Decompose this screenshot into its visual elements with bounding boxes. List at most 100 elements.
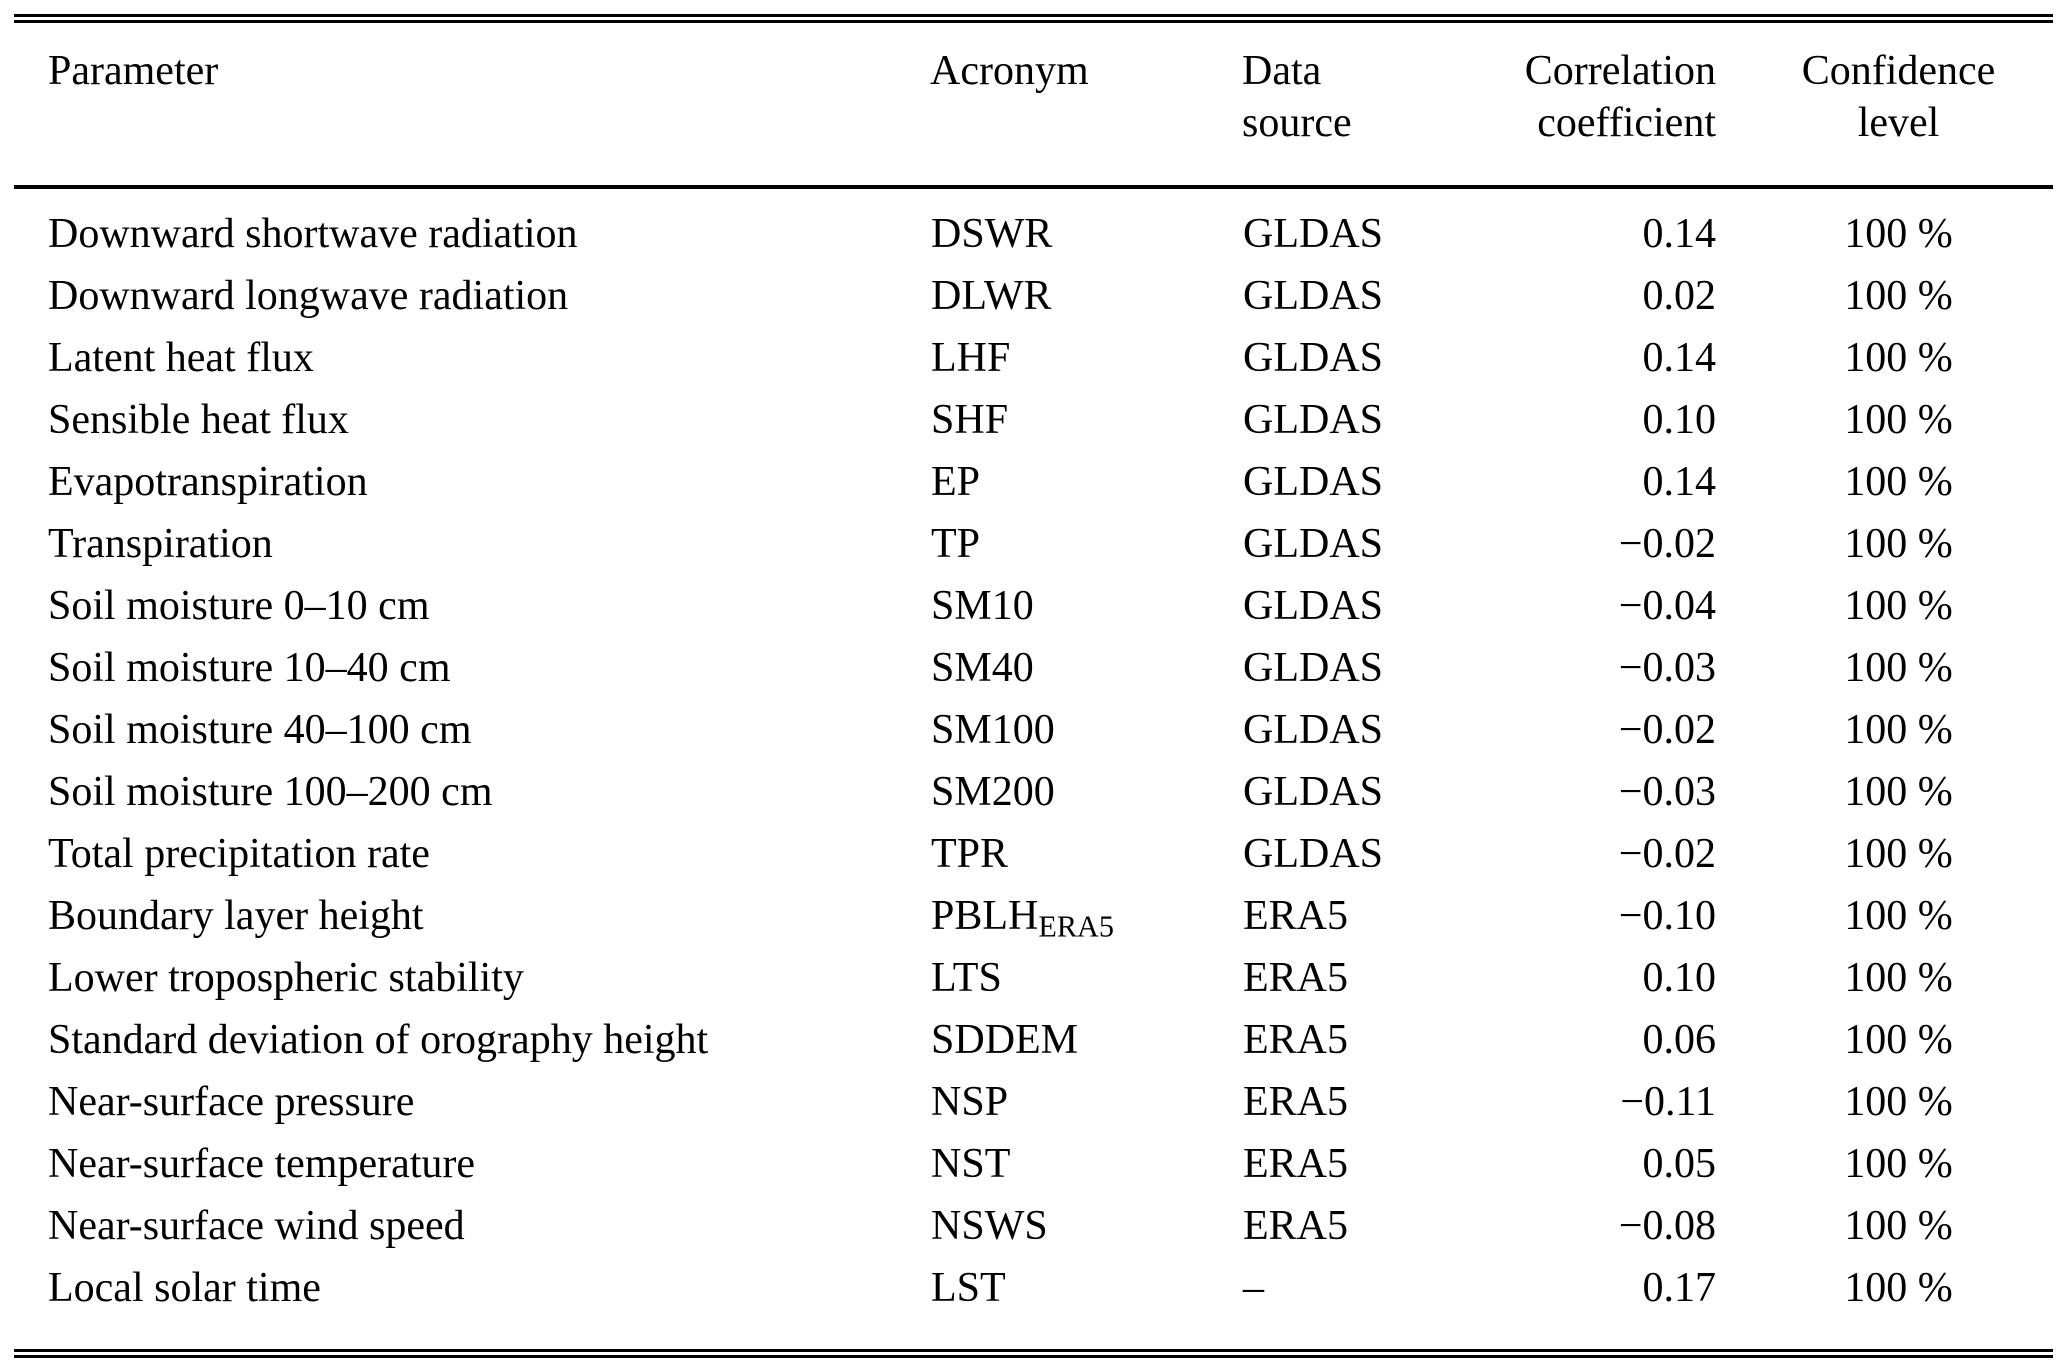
header-acronym-line1: Acronym: [930, 48, 1089, 94]
acronym-cell: EP: [930, 451, 1242, 513]
confidence-cell: 100 %: [1844, 645, 1953, 691]
confidence-cell: 100 %: [1844, 273, 1953, 319]
table-row: Downward shortwave radiation DSWR GLDAS 0.1…: [14, 187, 2053, 265]
correlation-cell: 0.14: [1642, 211, 1717, 257]
parameter-cell: Latent heat flux: [48, 335, 314, 381]
acronym-text: TP: [931, 521, 981, 567]
parameter-cell: Evapotranspiration: [48, 459, 368, 505]
acronym-text: SM40: [931, 645, 1034, 691]
correlation-cell: 0.17: [1642, 1265, 1717, 1311]
table-row: Latent heat flux LHF GLDAS 0.14 100 %: [14, 327, 2053, 389]
parameter-cell: Soil moisture 0–10 cm: [48, 583, 430, 629]
correlation-cell: 0.02: [1642, 273, 1717, 319]
parameter-cell: Sensible heat flux: [48, 397, 349, 443]
parameter-cell: Soil moisture 10–40 cm: [48, 645, 451, 691]
parameter-cell: Downward longwave radiation: [48, 273, 569, 319]
data-source-cell: –: [1243, 1265, 1264, 1311]
confidence-cell: 100 %: [1844, 893, 1953, 939]
table-row: Soil moisture 40–100 cm SM100 GLDAS −0.02 10…: [14, 699, 2053, 761]
acronym-subscript: ERA5: [1038, 909, 1114, 944]
table-row: Soil moisture 10–40 cm SM40 GLDAS −0.03 100 …: [14, 637, 2053, 699]
correlation-cell: −0.03: [1618, 769, 1716, 815]
acronym-text: LTS: [931, 955, 1002, 1001]
correlation-cell: 0.14: [1642, 335, 1717, 381]
confidence-cell: 100 %: [1844, 1079, 1953, 1125]
parameter-cell: Soil moisture 40–100 cm: [48, 707, 472, 753]
confidence-cell: 100 %: [1844, 211, 1953, 257]
correlation-cell: 0.14: [1642, 459, 1717, 505]
correlation-cell: −0.02: [1618, 831, 1716, 877]
table-row: Boundary layer height PBLHERA5 ERA5 −0.10 10…: [14, 885, 2053, 947]
acronym-cell: NSP: [930, 1071, 1242, 1133]
table-row: Standard deviation of orography height SD…: [14, 1009, 2053, 1071]
acronym-text: DSWR: [931, 211, 1053, 257]
table-header: Parameter Acronym Data source Correlation…: [14, 18, 2053, 189]
confidence-cell: 100 %: [1844, 459, 1953, 505]
table-row: Total precipitation rate TPR GLDAS −0.02 100…: [14, 823, 2053, 885]
acronym-text: NST: [931, 1141, 1011, 1187]
table-row: Near-surface temperature NST ERA5 0.05 100 %: [14, 1133, 2053, 1195]
correlation-cell: −0.10: [1618, 893, 1716, 939]
header-data-source-line1: Data: [1242, 48, 1322, 94]
acronym-cell: SDDEM: [930, 1009, 1242, 1071]
header-correlation-coefficient: Correlation coefficient: [1476, 18, 1744, 189]
correlation-cell: −0.02: [1618, 521, 1716, 567]
data-source-cell: GLDAS: [1243, 335, 1384, 381]
acronym-cell: DLWR: [930, 265, 1242, 327]
header-correlation-line2: coefficient: [1537, 100, 1716, 146]
confidence-cell: 100 %: [1844, 707, 1953, 753]
parameter-cell: Near-surface wind speed: [48, 1203, 465, 1249]
table-row: Soil moisture 0–10 cm SM10 GLDAS −0.04 100 %: [14, 575, 2053, 637]
acronym-cell: LTS: [930, 947, 1242, 1009]
parameter-cell: Transpiration: [48, 521, 273, 567]
acronym-text: NSP: [931, 1079, 1009, 1125]
correlation-table: Parameter Acronym Data source Correlation…: [14, 14, 2053, 1358]
data-source-cell: ERA5: [1243, 1079, 1348, 1125]
correlation-cell: −0.11: [1620, 1079, 1716, 1125]
acronym-text: SM200: [931, 769, 1055, 815]
table-row: Transpiration TP GLDAS −0.02 100 %: [14, 513, 2053, 575]
acronym-cell: SM100: [930, 699, 1242, 761]
correlation-cell: −0.08: [1618, 1203, 1716, 1249]
header-correlation-line1: Correlation: [1524, 48, 1716, 94]
table-row: Near-surface wind speed NSWS ERA5 −0.08 100 …: [14, 1195, 2053, 1257]
acronym-cell: SM200: [930, 761, 1242, 823]
correlation-cell: −0.02: [1618, 707, 1716, 753]
header-confidence-line2: level: [1857, 100, 1940, 146]
data-source-cell: ERA5: [1243, 893, 1348, 939]
data-source-cell: GLDAS: [1243, 831, 1384, 877]
confidence-cell: 100 %: [1844, 583, 1953, 629]
acronym-cell: NSWS: [930, 1195, 1242, 1257]
correlation-cell: 0.10: [1642, 397, 1717, 443]
header-data-source-line2: source: [1242, 100, 1352, 146]
data-source-cell: GLDAS: [1243, 645, 1384, 691]
acronym-cell: DSWR: [930, 187, 1242, 265]
data-source-cell: GLDAS: [1243, 769, 1384, 815]
confidence-cell: 100 %: [1844, 1265, 1953, 1311]
acronym-text: PBLH: [931, 893, 1039, 939]
table-row: Near-surface pressure NSP ERA5 −0.11 100 %: [14, 1071, 2053, 1133]
header-parameter-line1: Parameter: [48, 48, 219, 94]
table-row: Sensible heat flux SHF GLDAS 0.10 100 %: [14, 389, 2053, 451]
data-source-cell: GLDAS: [1243, 211, 1384, 257]
acronym-cell: LHF: [930, 327, 1242, 389]
header-acronym: Acronym: [930, 18, 1242, 189]
data-source-cell: ERA5: [1243, 1141, 1348, 1187]
acronym-text: NSWS: [931, 1203, 1048, 1249]
acronym-text: SM100: [931, 707, 1055, 753]
data-source-cell: GLDAS: [1243, 459, 1384, 505]
data-source-cell: ERA5: [1243, 1017, 1348, 1063]
confidence-cell: 100 %: [1844, 769, 1953, 815]
confidence-cell: 100 %: [1844, 831, 1953, 877]
table-row: Local solar time LST – 0.17 100 %: [14, 1257, 2053, 1354]
parameter-cell: Near-surface pressure: [48, 1079, 415, 1125]
header-confidence-level: Confidence level: [1744, 18, 2053, 189]
correlation-cell: 0.10: [1642, 955, 1717, 1001]
confidence-cell: 100 %: [1844, 521, 1953, 567]
correlation-cell: −0.03: [1618, 645, 1716, 691]
acronym-cell: SM40: [930, 637, 1242, 699]
data-source-cell: GLDAS: [1243, 273, 1384, 319]
data-source-cell: GLDAS: [1243, 521, 1384, 567]
table-body: Downward shortwave radiation DSWR GLDAS 0.1…: [14, 187, 2053, 1354]
